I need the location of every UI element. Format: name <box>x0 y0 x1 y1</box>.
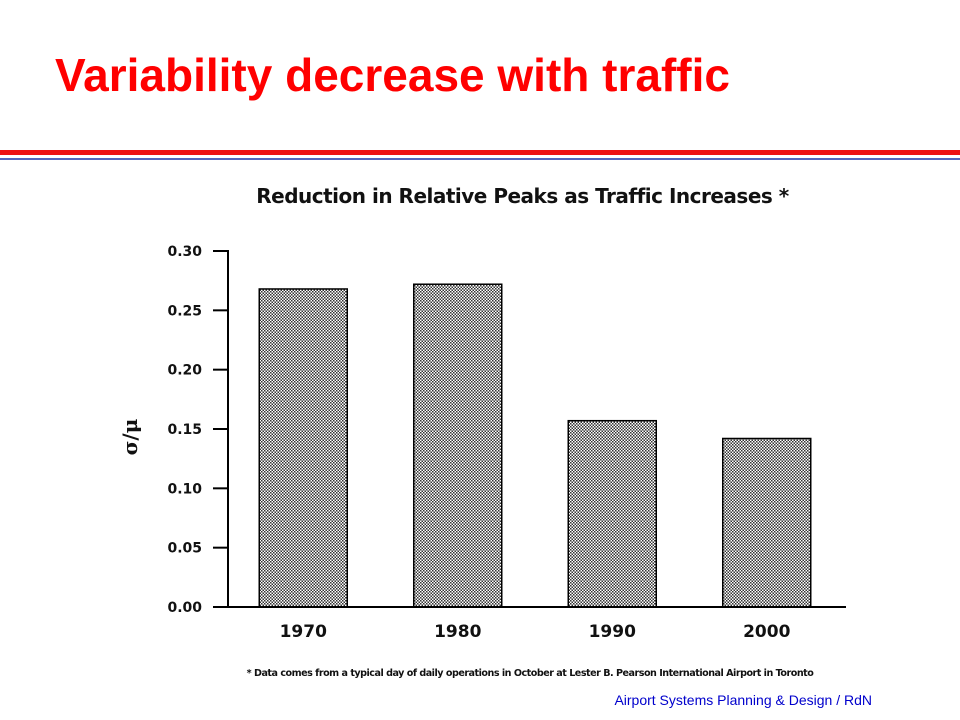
footer-credit: Airport Systems Planning & Design / RdN <box>614 692 872 708</box>
x-tick-label: 1980 <box>434 622 481 642</box>
title-underline-red <box>0 150 960 155</box>
bars <box>258 283 812 608</box>
y-axis-label-group: σ/μ <box>118 419 142 456</box>
x-tick-label: 1990 <box>589 622 636 642</box>
bar-1980 <box>413 283 503 608</box>
y-axis-label: σ/μ <box>118 419 142 456</box>
bar-2000 <box>722 437 812 608</box>
y-tick-label: 0.25 <box>167 303 202 319</box>
y-tick-label: 0.00 <box>167 600 202 616</box>
y-tick-label: 0.20 <box>167 363 202 379</box>
y-tick-label: 0.15 <box>167 422 202 438</box>
y-axis: 0.00 0.05 0.10 0.15 0.20 0.25 0.30 <box>167 244 229 616</box>
bar-1990 <box>567 419 657 608</box>
title-underline-blue <box>0 158 960 160</box>
y-tick-label: 0.30 <box>167 244 202 260</box>
bar-1970 <box>258 288 348 608</box>
x-axis: 1970 1980 1990 2000 <box>228 606 846 642</box>
slide-title: Variability decrease with traffic <box>55 49 730 101</box>
x-tick-label: 1970 <box>280 622 327 642</box>
chart-footnote: * Data comes from a typical day of daily… <box>246 668 814 679</box>
chart-title: Reduction in Relative Peaks as Traffic I… <box>256 184 789 208</box>
x-tick-label: 2000 <box>743 622 790 642</box>
y-tick-label: 0.05 <box>167 541 202 557</box>
y-tick-label: 0.10 <box>167 481 202 497</box>
